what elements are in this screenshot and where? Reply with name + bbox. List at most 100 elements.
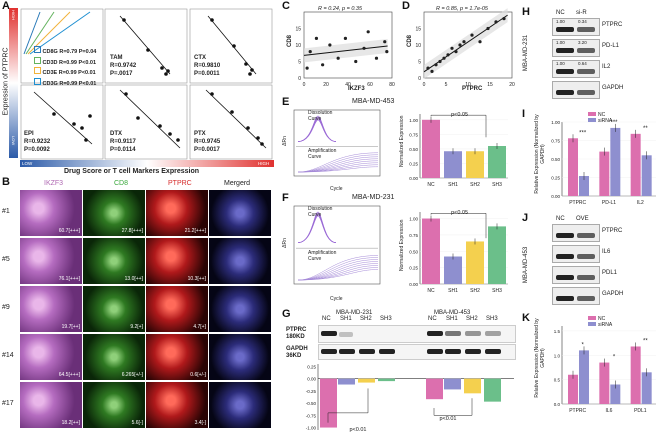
- y-tick-label: 0.75: [551, 139, 560, 144]
- panel-f-ylabel: Normalized Expression: [399, 219, 405, 271]
- lane-label: SH2: [360, 316, 372, 322]
- panel-a-plots: [20, 8, 273, 160]
- lane-label: SH2: [466, 316, 478, 322]
- bar: [599, 151, 610, 196]
- panel-e-label: E: [282, 96, 290, 108]
- panel-f-cycle: Cycle: [330, 296, 343, 302]
- legend-swatch: [588, 118, 596, 122]
- y-tick-label: 0.00: [409, 282, 418, 287]
- panel-e-amp: Amplification Curve: [308, 148, 337, 160]
- data-point: [362, 46, 366, 50]
- data-point: [442, 56, 446, 60]
- ihc-image: 9.2[+]: [83, 286, 145, 332]
- y-tick-label: 0.50: [551, 157, 560, 162]
- curve-frame: [293, 205, 381, 285]
- panel-g-bar-chart: 0.25 0.00 -0.25 -0.50 -0.75 -1.00 p<0.01 p<0.01: [306, 364, 514, 433]
- x-tick-label: PTPRC: [569, 408, 586, 414]
- stat-tam: TAM R=0.9742 P=.0017: [110, 55, 137, 77]
- significance-bracket: [430, 213, 487, 239]
- legend-swatch: [588, 112, 596, 116]
- blot-band: [556, 27, 574, 32]
- panel-d-xlabel: PTPRC: [462, 86, 483, 92]
- significance-mark: ***: [610, 120, 618, 126]
- data-point: [494, 20, 498, 24]
- blot-row-label: PDL1: [602, 270, 618, 276]
- y-tick-label: 1.00: [409, 217, 418, 222]
- panel-g-label: G: [282, 308, 291, 320]
- bar: [488, 146, 506, 178]
- stat-ctx: CTX R=0.9810 P=0.0011: [194, 55, 221, 77]
- regression-line: [423, 14, 508, 73]
- y-tick-label: 1.00: [409, 118, 418, 123]
- legend-row: CD3D R=0.99 P<0.01: [34, 56, 96, 68]
- blot-band: [577, 233, 595, 238]
- panel-j-col-nc: NC: [556, 216, 565, 222]
- panel-d-scatter: 0 5 10 15 20 0 5 10 15: [415, 8, 515, 88]
- y-tick-label: 0.75: [409, 233, 418, 238]
- data-point: [434, 63, 438, 67]
- data-point: [385, 50, 389, 54]
- blot-band: [556, 233, 574, 238]
- ihc-image: 13.0[++]: [83, 238, 145, 284]
- data-point: [462, 40, 466, 44]
- ihc-image: 76.1[+++]: [20, 238, 82, 284]
- y-tick-label: 5: [418, 60, 421, 66]
- panel-f-title: MBA-MD-231: [352, 194, 395, 201]
- panel-e-cycle: Cycle: [330, 186, 343, 192]
- ihc-score: 0.6[+/-]: [190, 372, 206, 378]
- x-tick-label: SH3: [492, 288, 502, 294]
- ihc-score: 27.8[+++]: [121, 228, 143, 234]
- bar: [488, 226, 506, 284]
- blot-strip: [552, 266, 600, 284]
- legend-row: CD8G R=0.79 P=0.04: [34, 46, 96, 57]
- p-value-label: p<0.05: [451, 112, 468, 118]
- bar: [444, 378, 461, 390]
- y-tick-label: 0.00: [551, 194, 560, 199]
- x-tick-label: SH2: [470, 288, 480, 294]
- data-point: [383, 40, 387, 44]
- y-gradient-bar: [9, 8, 18, 158]
- ihc-image: 64.5[+++]: [20, 334, 82, 380]
- ihc-image: [209, 334, 271, 380]
- legend-swatch: [588, 316, 596, 320]
- legend-label: NC: [598, 112, 606, 118]
- panel-c-scatter: 0 20 40 60 80 0 5 10 15: [295, 11, 395, 88]
- panel-f-drn: ΔRn: [281, 238, 288, 248]
- blot-band: [556, 90, 574, 95]
- bar: [426, 378, 443, 400]
- bar: [466, 241, 484, 284]
- ihc-image: 19.7[++]: [20, 286, 82, 332]
- data-point: [454, 50, 458, 54]
- lane-label: SH3: [486, 316, 498, 322]
- y-tick-label: 0.0: [554, 402, 561, 407]
- ihc-score: 6.265[+/-]: [121, 372, 143, 378]
- blot-gapdh: [318, 344, 516, 360]
- panel-k-label: K: [522, 312, 530, 324]
- y-high-label: HIGH: [11, 10, 16, 20]
- panel-c-stat: R = 0.24, p = 0.35: [318, 6, 363, 12]
- panel-h-blots: 1.00 0.34 PTPRC 1.00 3.20 PD-L1 1.00 0.64 IL2 GAP…: [552, 18, 660, 102]
- panel-i-label: I: [522, 108, 526, 120]
- panel-h-label: H: [522, 6, 530, 18]
- panel-k-ylabel: Relative Expression (Normalized by GAPDH…: [534, 318, 546, 398]
- data-point: [486, 26, 490, 31]
- panel-f-amp: Amplification Curve: [308, 250, 337, 262]
- panel-f-label: F: [282, 192, 289, 204]
- ihc-image: 3.4[-]: [146, 382, 208, 428]
- blot-band: [577, 254, 595, 259]
- marker-legend: CD8G R=0.79 P=0.04 CD3D R=0.99 P<0.01 CD…: [34, 46, 96, 88]
- ihc-grid: #1 60.7[+++] 27.8[+++] 21.2[+++] #5 76.1[+++]…: [0, 190, 275, 436]
- dissociation-curve: [297, 119, 337, 142]
- legend-row: CD3E R=0.99 P<0.01: [34, 67, 96, 78]
- blot-strip: [552, 81, 600, 99]
- bar: [358, 378, 375, 383]
- ihc-image: [209, 238, 271, 284]
- y-tick-label: 0.00: [409, 176, 418, 181]
- bar: [568, 138, 578, 196]
- x-tick-label: NC: [427, 182, 435, 188]
- bar: [610, 127, 621, 196]
- col-header-ptprc: PTPRC: [168, 180, 192, 187]
- bar: [422, 218, 440, 284]
- y-tick-label: 0.25: [551, 176, 560, 181]
- panel-f-qpcr-curves: [293, 205, 381, 285]
